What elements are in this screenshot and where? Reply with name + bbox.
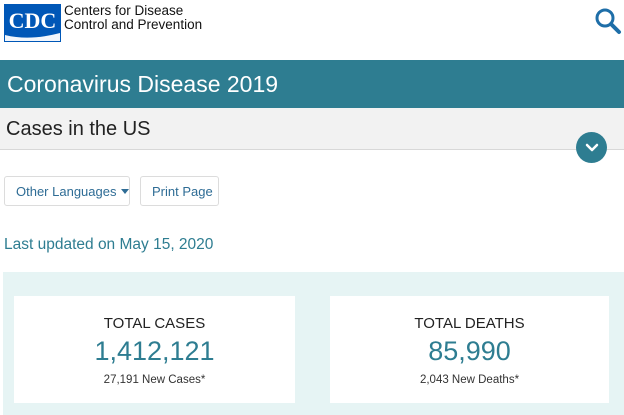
other-languages-label: Other Languages (16, 184, 117, 199)
org-name-line-1: Centers for Disease (64, 3, 184, 18)
org-name[interactable]: Centers for Disease Control and Preventi… (64, 4, 202, 32)
new-cases: 27,191 New Cases* (103, 374, 206, 386)
total-deaths-value: 85,990 (428, 336, 511, 366)
chevron-down-icon[interactable] (576, 132, 607, 163)
total-deaths-card: TOTAL DEATHS 85,990 2,043 New Deaths* (330, 296, 609, 403)
new-deaths: 2,043 New Deaths* (419, 374, 520, 386)
total-deaths-label: TOTAL DEATHS (414, 315, 525, 332)
other-languages-button[interactable]: Other Languages (4, 176, 130, 206)
logo-letters: CDC (9, 8, 57, 33)
total-cases-label: TOTAL CASES (103, 315, 206, 332)
page-banner: Coronavirus Disease 2019 (0, 60, 624, 108)
cdc-logo[interactable]: CDC (4, 4, 61, 42)
total-cases-value: 1,412,121 (94, 336, 215, 366)
cdc-logo-mark: CDC (5, 5, 60, 41)
site-header: CDC Centers for Disease Control and Prev… (0, 0, 624, 60)
total-cases-card: TOTAL CASES 1,412,121 27,191 New Cases* (14, 296, 295, 403)
last-updated: Last updated on May 15, 2020 (4, 236, 214, 253)
caret-down-icon (121, 189, 130, 194)
section-title: Cases in the US (0, 108, 624, 150)
search-icon[interactable] (594, 7, 622, 35)
print-page-label: Print Page (152, 184, 213, 199)
print-page-button[interactable]: Print Page (140, 176, 219, 206)
org-name-line-2: Control and Prevention (64, 17, 203, 32)
